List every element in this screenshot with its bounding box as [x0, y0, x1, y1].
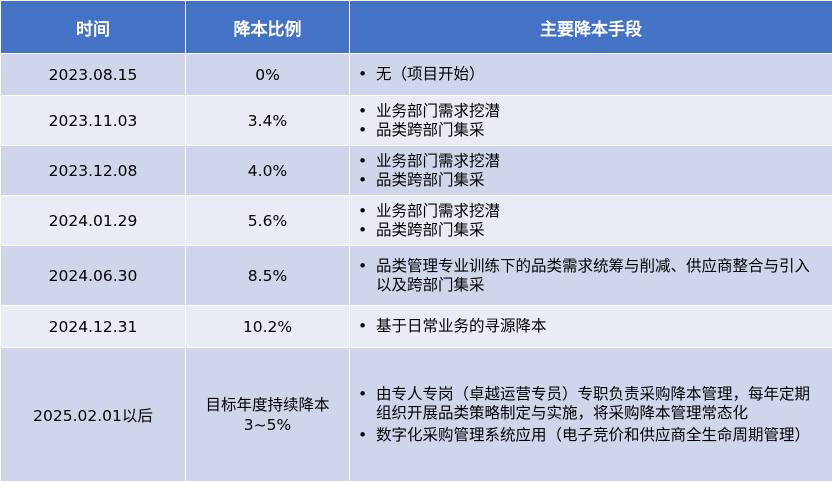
means-item: 基于日常业务的寻源降本 — [358, 317, 822, 336]
time-cell: 2023.12.08 — [1, 146, 186, 196]
table-row: 2023.12.08 4.0% 业务部门需求挖潜 品类跨部门集采 — [1, 146, 832, 196]
means-item: 业务部门需求挖潜 — [358, 152, 822, 171]
ratio-cell: 10.2% — [186, 306, 350, 348]
header-row: 时间 降本比例 主要降本手段 — [1, 1, 832, 54]
time-cell: 2023.08.15 — [1, 54, 186, 96]
means-cell: 品类管理专业训练下的品类需求统筹与削减、供应商整合与引入以及跨部门集采 — [350, 246, 832, 306]
means-item: 由专人专岗（卓越运营专员）专职负责采购降本管理，每年定期组织开展品类策略制定与实… — [358, 385, 822, 423]
means-cell: 无（项目开始） — [350, 54, 832, 96]
means-item: 品类跨部门集采 — [358, 221, 822, 240]
ratio-target-range: 3~5% — [186, 415, 349, 435]
means-cell: 基于日常业务的寻源降本 — [350, 306, 832, 348]
time-cell: 2024.01.29 — [1, 196, 186, 246]
header-means: 主要降本手段 — [350, 1, 832, 54]
ratio-cell: 4.0% — [186, 146, 350, 196]
means-item: 无（项目开始） — [358, 65, 822, 84]
means-item: 业务部门需求挖潜 — [358, 202, 822, 221]
means-cell: 业务部门需求挖潜 品类跨部门集采 — [350, 196, 832, 246]
means-item: 品类跨部门集采 — [358, 171, 822, 190]
means-cell: 业务部门需求挖潜 品类跨部门集采 — [350, 96, 832, 146]
time-cell: 2023.11.03 — [1, 96, 186, 146]
table-row: 2024.12.31 10.2% 基于日常业务的寻源降本 — [1, 306, 832, 348]
ratio-cell: 0% — [186, 54, 350, 96]
table-row: 2025.02.01以后 目标年度持续降本 3~5% 由专人专岗（卓越运营专员）… — [1, 348, 832, 482]
means-item: 品类管理专业训练下的品类需求统筹与削减、供应商整合与引入以及跨部门集采 — [358, 257, 822, 295]
ratio-cell: 目标年度持续降本 3~5% — [186, 348, 350, 482]
header-time: 时间 — [1, 1, 186, 54]
table-row: 2023.11.03 3.4% 业务部门需求挖潜 品类跨部门集采 — [1, 96, 832, 146]
time-cell: 2024.12.31 — [1, 306, 186, 348]
header-ratio: 降本比例 — [186, 1, 350, 54]
time-cell: 2025.02.01以后 — [1, 348, 186, 482]
ratio-cell: 5.6% — [186, 196, 350, 246]
means-item: 业务部门需求挖潜 — [358, 102, 822, 121]
means-item: 数字化采购管理系统应用（电子竞价和供应商全生命周期管理） — [358, 426, 822, 445]
ratio-target-label: 目标年度持续降本 — [186, 395, 349, 415]
ratio-cell: 3.4% — [186, 96, 350, 146]
table-row: 2023.08.15 0% 无（项目开始） — [1, 54, 832, 96]
table-row: 2024.06.30 8.5% 品类管理专业训练下的品类需求统筹与削减、供应商整… — [1, 246, 832, 306]
table-row: 2024.01.29 5.6% 业务部门需求挖潜 品类跨部门集采 — [1, 196, 832, 246]
means-cell: 业务部门需求挖潜 品类跨部门集采 — [350, 146, 832, 196]
time-cell: 2024.06.30 — [1, 246, 186, 306]
means-item: 品类跨部门集采 — [358, 121, 822, 140]
means-cell: 由专人专岗（卓越运营专员）专职负责采购降本管理，每年定期组织开展品类策略制定与实… — [350, 348, 832, 482]
ratio-cell: 8.5% — [186, 246, 350, 306]
